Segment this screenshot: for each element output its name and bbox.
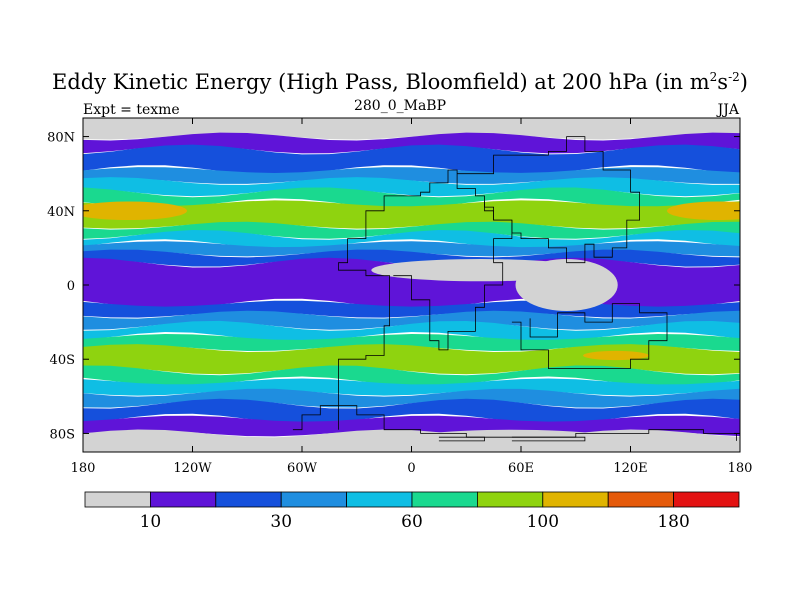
jet-core-north-east (667, 201, 740, 221)
colorbar-box (673, 491, 740, 508)
colorbar-box (149, 491, 217, 508)
energy-band-5 (83, 187, 740, 209)
map-axes: 180 120W 60W 0 60E 120E 180 80N 40N 0 40S 80S (47, 117, 753, 476)
energy-band-14 (83, 320, 740, 342)
energy-band-19 (83, 388, 740, 408)
y-tick-label: 40N (47, 205, 75, 220)
chart-title: Eddy Kinetic Energy (High Pass, Bloomfie… (52, 70, 748, 94)
experiment-label: Expt = texme (83, 102, 180, 118)
tropical-low-asia (515, 259, 618, 311)
x-tick-label: 120E (613, 461, 647, 476)
colorbar-box (607, 491, 675, 508)
colorbar-label: 10 (140, 512, 162, 532)
coastline-outlines (292, 136, 737, 442)
energy-band-7 (83, 221, 740, 239)
jet-core-north-west (83, 201, 188, 221)
season-label: JJA (717, 102, 739, 118)
energy-band-16 (83, 344, 740, 375)
energy-band-9 (83, 241, 740, 257)
coastline-3 (292, 405, 737, 441)
colorbar-box (346, 491, 413, 508)
energy-band-15 (83, 334, 740, 351)
southern-low-antarctica (384, 429, 640, 452)
x-tick-label: 0 (407, 461, 415, 476)
map-plot-area (83, 118, 740, 452)
energy-band-17 (83, 365, 740, 387)
chart-subtitle: 280_0_MaBP (353, 98, 447, 114)
energy-band-21 (83, 415, 740, 437)
coastline-1 (457, 136, 640, 264)
x-tick-label: 180 (71, 461, 96, 476)
coastline-4 (438, 436, 485, 442)
energy-band-20 (83, 398, 740, 424)
colorbar-label: 180 (657, 512, 689, 532)
x-tick-label: 120W (173, 461, 212, 476)
coastline-5 (511, 436, 586, 442)
x-tick-label: 60E (508, 461, 534, 476)
y-tick-label: 40S (50, 353, 75, 368)
energy-band-10 (83, 249, 740, 267)
x-tick-label: 60W (287, 461, 318, 476)
colorbar-label: 30 (270, 512, 292, 532)
energy-band-1 (83, 132, 740, 154)
energy-band-8 (83, 230, 740, 250)
colorbar-box (542, 491, 609, 508)
colorbar-box (280, 491, 348, 508)
energy-band-0 (83, 118, 740, 140)
energy-band-18 (83, 378, 740, 396)
colorbar-box (476, 491, 544, 508)
energy-band-2 (83, 144, 740, 175)
colorbar-box (84, 491, 151, 508)
energy-band-13 (83, 310, 740, 330)
colorbar-label: 60 (401, 512, 423, 532)
energy-band-4 (83, 177, 740, 197)
coastline-0 (338, 169, 513, 430)
colorbar-box (411, 491, 478, 508)
x-tick-label: 180 (728, 461, 753, 476)
energy-band-3 (83, 167, 740, 184)
jet-core-south-east (583, 350, 649, 361)
colorbar: 10 30 60 100 180 (84, 491, 740, 532)
colorbar-box (215, 491, 282, 508)
coastline-2 (511, 303, 668, 369)
y-tick-label: 0 (67, 279, 75, 294)
colorbar-label: 100 (527, 512, 559, 532)
energy-band-6 (83, 200, 740, 229)
y-tick-label: 80N (47, 131, 75, 146)
y-tick-label: 80S (50, 427, 75, 442)
